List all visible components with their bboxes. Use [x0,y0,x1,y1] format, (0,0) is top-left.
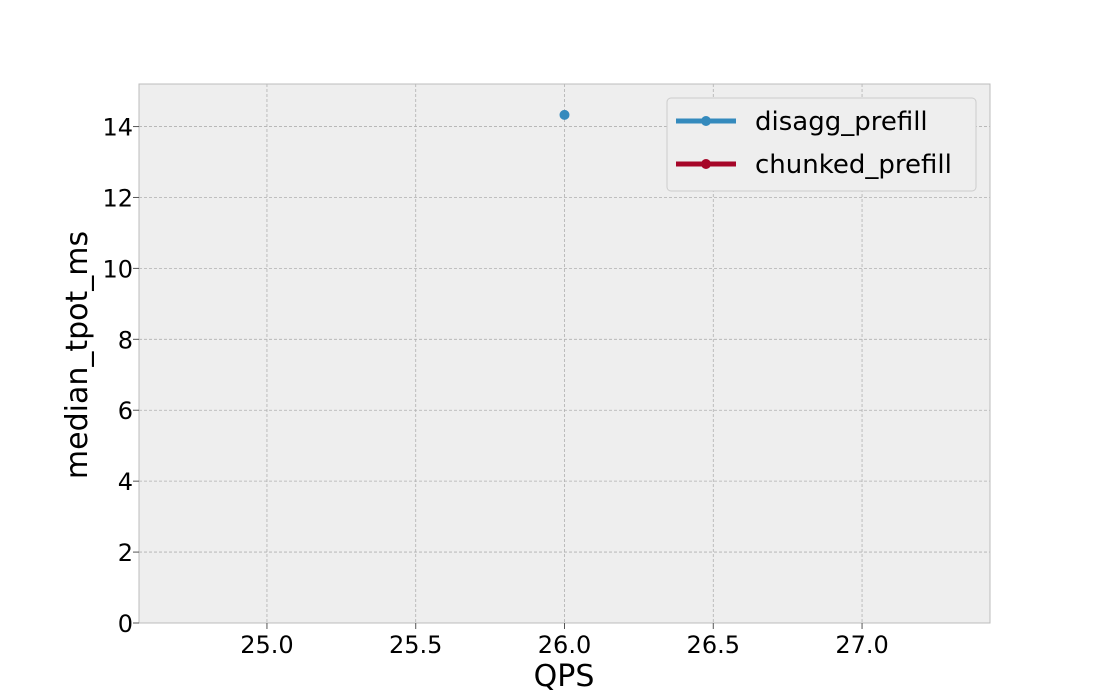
legend-marker-chunked_prefill [701,159,711,169]
y-tick-label: 4 [118,468,133,496]
x-tick-label: 26.5 [687,631,740,659]
y-tick-label: 8 [118,326,133,354]
legend: disagg_prefill chunked_prefill [666,97,977,192]
data-point-disagg_prefill [559,109,570,120]
x-axis-ticks: 25.0 25.5 26.0 26.5 27.0 [240,623,889,659]
x-tick-label: 25.5 [389,631,442,659]
y-axis-label: median_tpot_ms [60,231,95,479]
y-tick-label: 6 [118,397,133,425]
y-tick-label: 0 [118,610,133,638]
y-tick-label: 14 [102,114,133,142]
legend-box [666,97,977,192]
legend-label-disagg_prefill: disagg_prefill [755,107,928,137]
data-marks [559,109,570,120]
legend-marker-disagg_prefill [701,116,711,126]
y-tick-label: 12 [102,184,133,212]
y-axis-ticks: 0 2 4 6 8 10 12 14 [102,114,139,638]
legend-label-chunked_prefill: chunked_prefill [755,150,952,180]
y-tick-label: 2 [118,539,133,567]
y-tick-label: 10 [102,255,133,283]
x-tick-label: 25.0 [240,631,293,659]
x-axis-label: QPS [534,659,595,694]
x-tick-label: 27.0 [835,631,888,659]
x-tick-label: 26.0 [538,631,591,659]
